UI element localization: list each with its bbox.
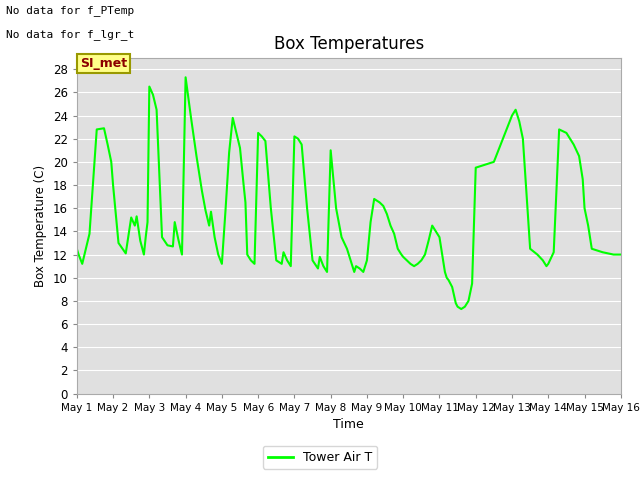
Text: SI_met: SI_met — [80, 57, 127, 70]
Text: No data for f_PTemp: No data for f_PTemp — [6, 5, 134, 16]
Title: Box Temperatures: Box Temperatures — [274, 35, 424, 53]
X-axis label: Time: Time — [333, 418, 364, 431]
Text: No data for f_lgr_t: No data for f_lgr_t — [6, 29, 134, 40]
Y-axis label: Box Temperature (C): Box Temperature (C) — [34, 165, 47, 287]
Legend: Tower Air T: Tower Air T — [263, 446, 377, 469]
